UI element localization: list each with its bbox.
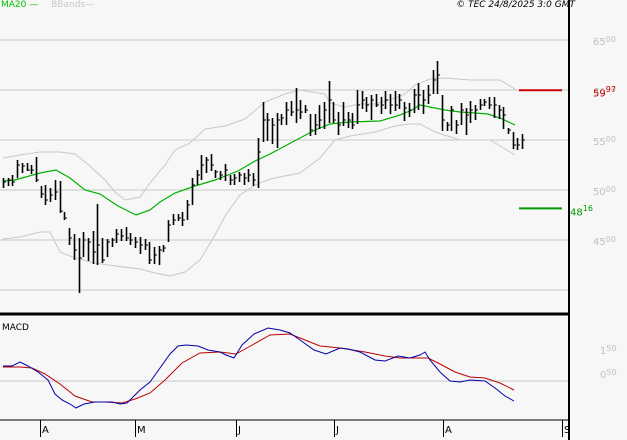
price-label: 6500 xyxy=(593,35,616,48)
x-axis-label: M xyxy=(137,425,146,436)
price-bars xyxy=(2,61,525,293)
price-label: 4500 xyxy=(593,235,616,248)
x-axis-label: A xyxy=(445,425,452,436)
macd-label-150: 150 xyxy=(600,344,617,357)
bollinger-bands xyxy=(2,77,516,277)
legend: MA20 — BBands— xyxy=(1,0,94,11)
price-grid xyxy=(0,39,569,291)
x-axis-label: A xyxy=(42,425,49,436)
support-resistance-lines xyxy=(519,89,562,210)
price-label: 6000 xyxy=(593,85,616,98)
x-axis-label: J xyxy=(336,425,339,436)
price-label: 5500 xyxy=(593,135,616,148)
copyright-timestamp: © TEC 24/8/2025 3:0 GMT xyxy=(456,0,575,10)
support-label: 4816 xyxy=(570,204,593,219)
ma20-line xyxy=(2,104,516,216)
macd-lines xyxy=(3,327,515,409)
legend-ma20: MA20 — xyxy=(1,0,39,10)
macd-title: MACD xyxy=(2,323,29,333)
legend-bbands: BBands— xyxy=(51,0,95,10)
resistance-label: 5997 xyxy=(593,85,616,100)
x-axis-label: S xyxy=(564,425,571,436)
macd-label-050: 050 xyxy=(600,368,617,381)
price-label: 5000 xyxy=(593,185,616,198)
x-axis-label: J xyxy=(238,425,241,436)
x-axis-ticks xyxy=(40,420,563,437)
